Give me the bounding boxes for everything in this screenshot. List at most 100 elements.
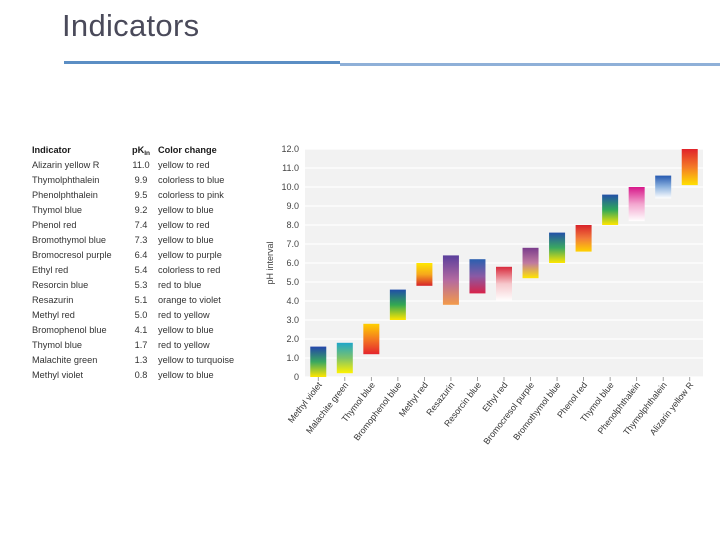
interval-bar bbox=[442, 255, 459, 305]
title-underline bbox=[64, 61, 340, 64]
title-underline-extension bbox=[340, 63, 720, 66]
cell-indicator: Resazurin bbox=[32, 295, 74, 305]
cell-indicator: Bromothymol blue bbox=[32, 235, 107, 245]
category-label: Bromophenol blue bbox=[352, 380, 404, 443]
cell-pk: 9.9 bbox=[134, 175, 148, 185]
cell-color-change: orange to violet bbox=[158, 295, 221, 305]
ph-interval-chart: 0 1.0 2.0 3.0 4.0 5.0 6.0 7.0 8.0 9.0 10.0 11.0 12.0… bbox=[265, 144, 703, 446]
cell-pk: 7.4 bbox=[134, 220, 148, 230]
interval-bar bbox=[389, 289, 406, 320]
table-row: Ethyl red 5.4 colorless to red bbox=[32, 263, 258, 278]
cell-indicator: Phenol red bbox=[32, 220, 77, 230]
cell-indicator: Bromocresol purple bbox=[32, 250, 112, 260]
header-pk-subscript: In bbox=[144, 150, 151, 157]
y-tick-label: 11.0 bbox=[282, 163, 299, 173]
header-color-change: Color change bbox=[158, 145, 217, 155]
y-axis-title: pH interval bbox=[265, 241, 275, 284]
interval-bar bbox=[602, 194, 619, 225]
table-row: Thymolphthalein 9.9 colorless to blue bbox=[32, 173, 258, 188]
cell-indicator: Bromophenol blue bbox=[32, 325, 107, 335]
cell-color-change: yellow to turquoise bbox=[158, 355, 235, 365]
cell-color-change: yellow to red bbox=[158, 220, 210, 230]
cell-color-change: red to yellow bbox=[158, 340, 210, 350]
cell-color-change: yellow to blue bbox=[158, 370, 214, 380]
cell-color-change: yellow to blue bbox=[158, 205, 214, 215]
cell-pk: 4.1 bbox=[134, 325, 148, 335]
cell-indicator: Thymol blue bbox=[32, 340, 83, 350]
table-row: Methyl red 5.0 red to yellow bbox=[32, 308, 258, 323]
table-row: Bromothymol blue 7.3 yellow to blue bbox=[32, 233, 258, 248]
table-row: Phenol red 7.4 yellow to red bbox=[32, 218, 258, 233]
interval-bar bbox=[416, 263, 433, 286]
interval-bar bbox=[363, 323, 380, 355]
table-row: Methyl violet 0.8 yellow to blue bbox=[32, 368, 258, 383]
table-row: Thymol blue 9.2 yellow to blue bbox=[32, 203, 258, 218]
cell-indicator: Resorcin blue bbox=[32, 280, 89, 290]
interval-bar bbox=[469, 259, 486, 294]
interval-bar bbox=[496, 266, 512, 301]
cell-indicator: Alizarin yellow R bbox=[32, 160, 100, 170]
cell-pk: 9.5 bbox=[134, 190, 148, 200]
interval-bar bbox=[575, 225, 592, 252]
cell-indicator: Thymol blue bbox=[32, 205, 83, 215]
interval-bar bbox=[522, 247, 539, 279]
header-pk-main: pK bbox=[131, 145, 145, 155]
cell-indicator: Thymolphthalein bbox=[32, 175, 100, 185]
y-tick-label: 12.0 bbox=[281, 144, 299, 154]
interval-bar bbox=[310, 346, 327, 377]
table-row: Resorcin blue 5.3 red to blue bbox=[32, 278, 258, 293]
y-tick-label: 9.0 bbox=[286, 201, 299, 211]
cell-pk: 7.3 bbox=[134, 235, 148, 245]
cell-pk: 5.1 bbox=[134, 295, 148, 305]
y-tick-label: 5.0 bbox=[286, 277, 299, 287]
header-indicator: Indicator bbox=[32, 145, 71, 155]
cell-pk: 5.3 bbox=[134, 280, 148, 290]
cell-pk: 11.0 bbox=[132, 160, 150, 170]
interval-bar bbox=[681, 149, 698, 186]
cell-indicator: Phenolphthalein bbox=[32, 190, 98, 200]
cell-color-change: colorless to pink bbox=[158, 190, 224, 200]
slide-title: Indicators bbox=[62, 8, 200, 43]
category-label: Bromothymol blue bbox=[511, 380, 563, 442]
table-row: Alizarin yellow R 11.0 yellow to red bbox=[32, 158, 258, 173]
y-tick-label: 8.0 bbox=[286, 220, 299, 230]
interval-bar bbox=[336, 342, 353, 374]
cell-pk: 9.2 bbox=[134, 205, 148, 215]
cell-pk: 1.7 bbox=[134, 340, 148, 350]
y-tick-label: 1.0 bbox=[286, 353, 299, 363]
cell-color-change: yellow to purple bbox=[158, 250, 222, 260]
cell-color-change: yellow to red bbox=[158, 160, 210, 170]
cell-pk: 0.8 bbox=[134, 370, 148, 380]
table-row: Malachite green 1.3 yellow to turquoise bbox=[32, 353, 258, 368]
cell-color-change: yellow to blue bbox=[158, 235, 214, 245]
cell-pk: 5.4 bbox=[134, 265, 148, 275]
cell-color-change: colorless to red bbox=[158, 265, 221, 275]
cell-color-change: red to blue bbox=[158, 280, 202, 290]
table-row: Bromocresol purple 6.4 yellow to purple bbox=[32, 248, 258, 263]
table-header-row: Indicator pKIn Color change bbox=[32, 143, 258, 158]
interval-bar bbox=[628, 187, 645, 222]
cell-indicator: Ethyl red bbox=[32, 265, 69, 275]
y-tick-label: 4.0 bbox=[286, 296, 299, 306]
indicator-table: Indicator pKIn Color change Alizarin yel… bbox=[32, 143, 258, 383]
cell-pk: 6.4 bbox=[134, 250, 148, 260]
cell-pk: 5.0 bbox=[134, 310, 148, 320]
header-pk: pKIn bbox=[124, 143, 158, 158]
y-tick-label: 0 bbox=[294, 372, 299, 382]
y-tick-label: 3.0 bbox=[286, 315, 299, 325]
cell-indicator: Malachite green bbox=[32, 355, 98, 365]
cell-pk: 1.3 bbox=[134, 355, 148, 365]
table-row: Phenolphthalein 9.5 colorless to pink bbox=[32, 188, 258, 203]
y-tick-label: 7.0 bbox=[286, 239, 299, 249]
table-row: Resazurin 5.1 orange to violet bbox=[32, 293, 258, 308]
y-tick-label: 10.0 bbox=[281, 182, 299, 192]
table-row: Bromophenol blue 4.1 yellow to blue bbox=[32, 323, 258, 338]
y-tick-label: 2.0 bbox=[286, 334, 299, 344]
cell-color-change: red to yellow bbox=[158, 310, 210, 320]
table-row: Thymol blue 1.7 red to yellow bbox=[32, 338, 258, 353]
cell-color-change: yellow to blue bbox=[158, 325, 214, 335]
interval-bar bbox=[549, 232, 566, 263]
interval-bar bbox=[655, 175, 672, 199]
y-tick-label: 6.0 bbox=[286, 258, 299, 268]
cell-indicator: Methyl violet bbox=[32, 370, 84, 380]
